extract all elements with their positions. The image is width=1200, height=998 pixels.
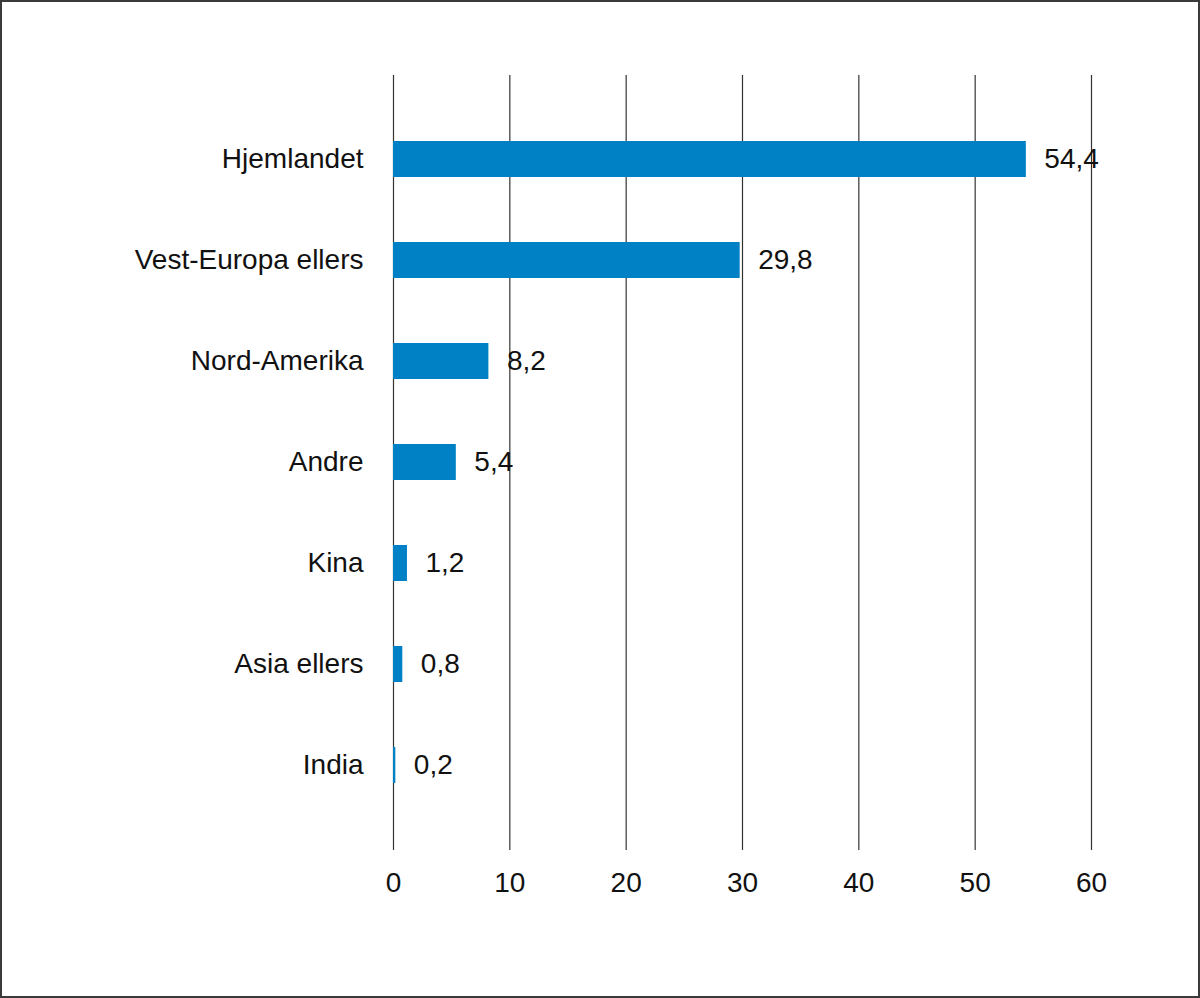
svg-text:8,2: 8,2 (507, 345, 546, 376)
svg-text:5,4: 5,4 (474, 446, 513, 477)
svg-text:10: 10 (494, 867, 525, 898)
svg-text:Kina: Kina (307, 547, 363, 578)
svg-text:30: 30 (727, 867, 758, 898)
svg-text:Asia ellers: Asia ellers (234, 648, 363, 679)
svg-text:0,2: 0,2 (414, 749, 453, 780)
svg-text:Hjemlandet: Hjemlandet (222, 143, 364, 174)
svg-text:40: 40 (843, 867, 874, 898)
svg-text:0: 0 (386, 867, 402, 898)
svg-text:29,8: 29,8 (758, 244, 813, 275)
svg-text:50: 50 (960, 867, 991, 898)
svg-text:India: India (303, 749, 364, 780)
svg-text:Nord-Amerika: Nord-Amerika (191, 345, 364, 376)
svg-text:54,4: 54,4 (1044, 143, 1099, 174)
svg-text:1,2: 1,2 (425, 547, 464, 578)
svg-text:0,8: 0,8 (421, 648, 460, 679)
svg-text:Vest-Europa ellers: Vest-Europa ellers (135, 244, 364, 275)
svg-text:60: 60 (1076, 867, 1107, 898)
svg-text:Andre: Andre (289, 446, 364, 477)
svg-text:20: 20 (611, 867, 642, 898)
